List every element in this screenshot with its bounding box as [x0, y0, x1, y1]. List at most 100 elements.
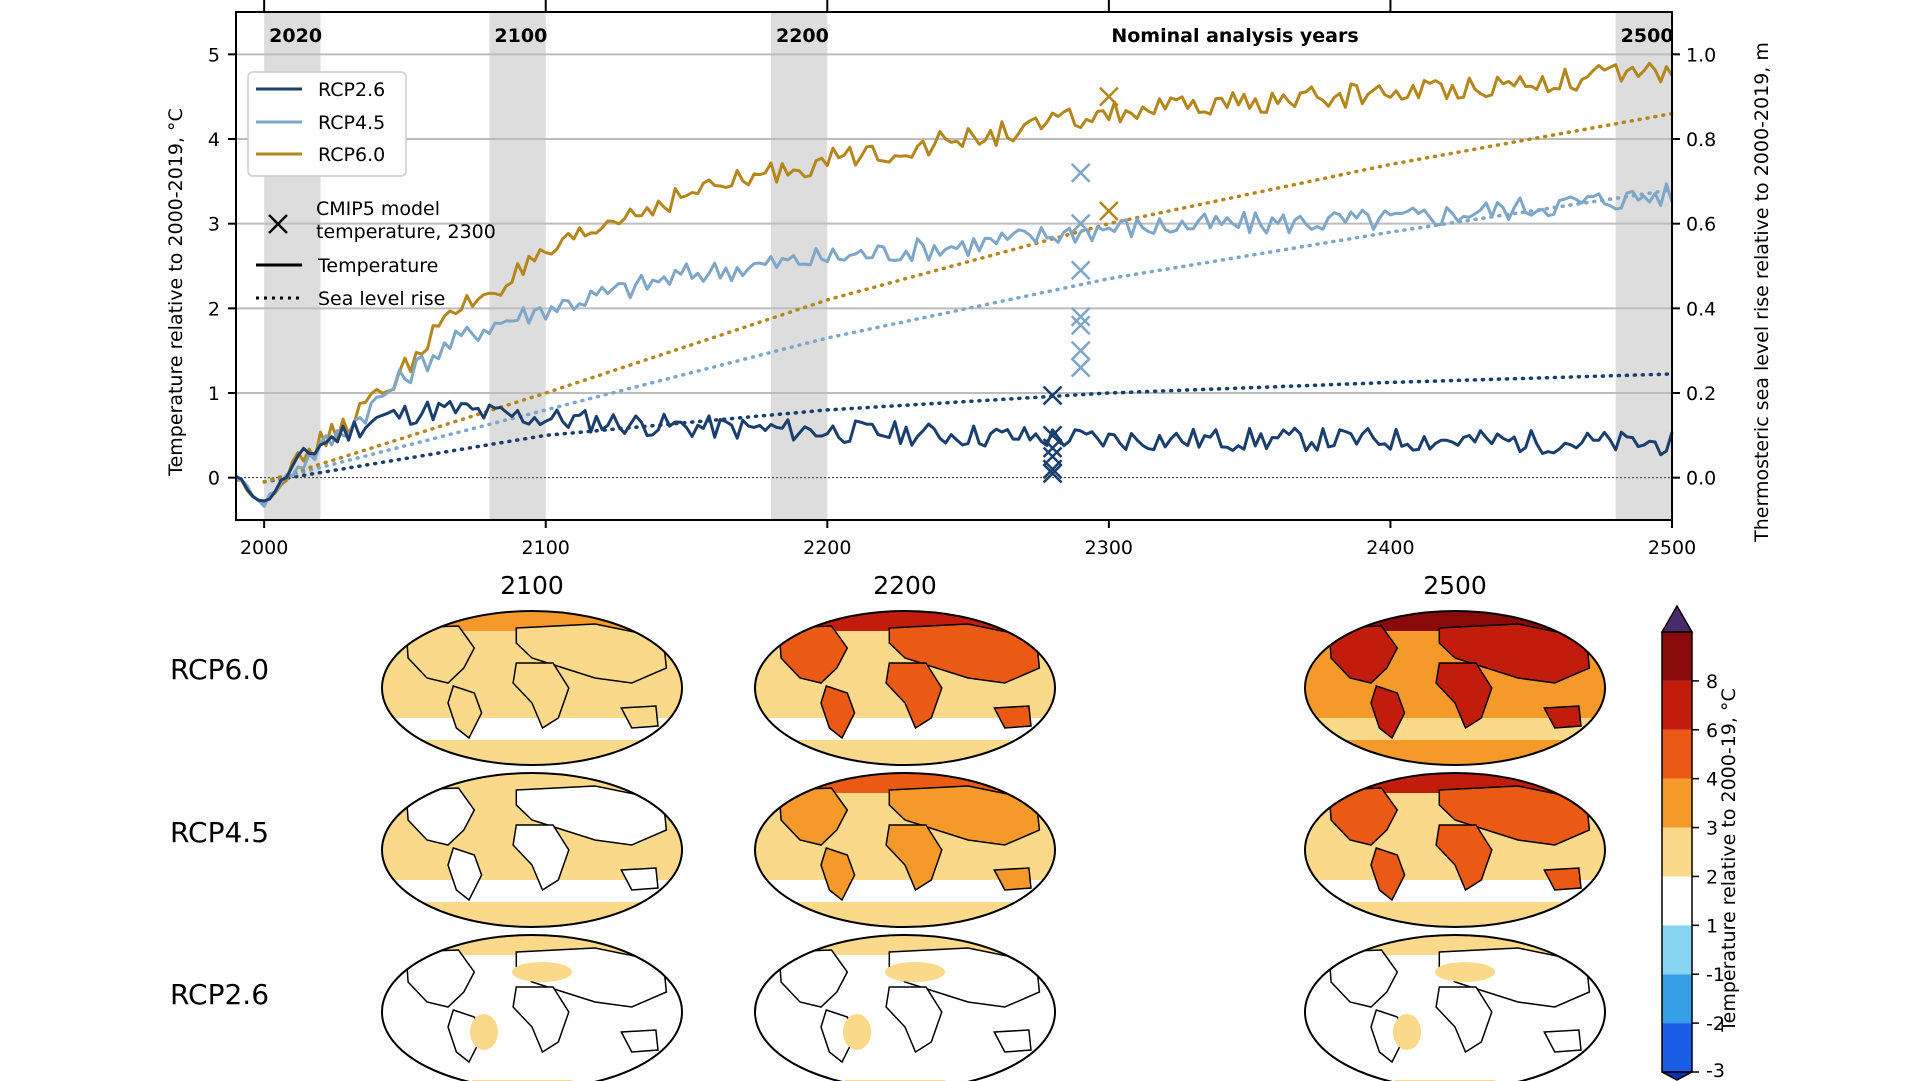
map-column-title-2500: 2500: [1423, 571, 1487, 600]
x-tick-label-2500: 2500: [1648, 537, 1696, 559]
map-column-title-2200: 2200: [873, 571, 937, 600]
colorbar-tick-label-4: 4: [1706, 769, 1718, 791]
map-outline: [1304, 934, 1606, 1081]
legend-cmip5-wrapper: CMIP5 model temperature, 2300: [316, 198, 496, 243]
cmip5-marker-rcp26-2: [1042, 438, 1063, 458]
shaded-period-2200: [770, 12, 828, 520]
legend-label-sea-level: Sea level rise: [318, 288, 445, 310]
y-left-tick-label-3: 3: [208, 214, 220, 236]
colorbar-frame: [1661, 631, 1693, 1073]
top-axis-ticks: [263, 0, 1392, 12]
map-rcp60-2500: [1305, 611, 1605, 765]
map-rcp60-2100: [382, 611, 682, 765]
legend: RCP2.6 RCP4.5 RCP6.0 CMIP5 model tempera…: [247, 71, 496, 310]
temperature-series: [235, 61, 1674, 508]
legend-label-rcp45: RCP4.5: [318, 112, 385, 134]
colorbar-segment-0: [1662, 1023, 1692, 1072]
period-label-2500: 2500: [1621, 25, 1674, 47]
colorbar-segment-7: [1662, 680, 1692, 730]
left-axis-ticks: 0 1 2 3 4 5: [208, 44, 236, 490]
map-rcp26-2200: [755, 935, 1055, 1081]
legend-label-rcp60: RCP6.0: [318, 144, 385, 166]
temperature-sea-level-chart: 2000 2100 2200 2300 2400 2500 0 1 2 3 4 5 0.0 0.2 0.…: [165, 0, 1773, 559]
colorbar-tick-label--2: -2: [1706, 1013, 1725, 1035]
y-left-tick-label-0: 0: [208, 468, 220, 490]
colorbar-segment-5: [1662, 778, 1692, 828]
temperature-line-rcp45: [235, 182, 1674, 508]
colorbar-segment-8: [1662, 632, 1692, 681]
period-label-2100: 2100: [494, 25, 547, 47]
x-tick-label-2000: 2000: [240, 537, 288, 559]
cmip5-marker-rcp26-4: [1042, 459, 1063, 480]
annotation-nominal-analysis-years: Nominal analysis years: [1111, 25, 1358, 47]
x-tick-label-2200: 2200: [803, 537, 851, 559]
legend-box: [247, 71, 407, 177]
cmip5-marker-rcp45-2: [1070, 260, 1091, 281]
y-left-tick-label-1: 1: [208, 383, 220, 405]
cmip5-marker-rcp45-5: [1070, 340, 1091, 361]
map-outline: [754, 610, 1056, 766]
colorbar-label: Temperature relative to 2000-19, °C: [1718, 688, 1740, 1032]
temperature-line-rcp26: [235, 400, 1674, 503]
right-axis-ticks: 0.0 0.2 0.4 0.6 0.8 1.0: [1672, 44, 1716, 490]
y-right-tick-label-0.2: 0.2: [1686, 383, 1716, 405]
y-left-tick-label-2: 2: [208, 298, 220, 320]
period-label-2200: 2200: [776, 25, 829, 47]
colorbar-tick-label-6: 6: [1706, 720, 1718, 742]
map-row-label-rcp60: RCP6.0: [170, 653, 269, 686]
x-tick-label-2300: 2300: [1085, 537, 1133, 559]
x-tick-label-2400: 2400: [1366, 537, 1414, 559]
colorbar-segment-2: [1662, 925, 1692, 975]
y-right-axis-label: Thermosteric sea level rise relative to …: [1751, 42, 1773, 543]
colorbar-segment-4: [1662, 827, 1692, 877]
map-panels: [381, 610, 1606, 1081]
cmip5-marker-rcp26-0: [1042, 385, 1063, 406]
legend-label-temperature: Temperature: [317, 255, 438, 277]
plot-frame: [235, 11, 1673, 521]
period-label-2020: 2020: [269, 25, 322, 47]
legend-label-rcp26: RCP2.6: [318, 79, 385, 101]
sea-level-series: [262, 111, 1674, 484]
map-outline: [381, 934, 683, 1081]
y-right-tick-label-0.0: 0.0: [1686, 468, 1716, 490]
colorbar-segment-3: [1662, 876, 1692, 926]
map-column-title-2100: 2100: [500, 571, 564, 600]
y-right-tick-label-1.0: 1.0: [1686, 44, 1716, 66]
y-left-tick-label-5: 5: [208, 44, 220, 66]
legend-label-cmip5: CMIP5 model temperature, 2300: [316, 198, 496, 243]
cmip5-marker-rcp60-1: [1098, 201, 1119, 221]
cmip5-marker-rcp45-4: [1070, 315, 1091, 336]
temperature-line-rcp60: [235, 61, 1674, 506]
colorbar: -3 -2 -1 1 2 3 4 6 8: [1660, 604, 1725, 1081]
legend-x-marker: [268, 214, 288, 234]
map-outline: [754, 772, 1056, 928]
map-outline: [381, 772, 683, 928]
x-tick-label-2100: 2100: [522, 537, 570, 559]
colorbar-tick-label-1: 1: [1706, 915, 1718, 937]
map-rcp60-2200: [755, 611, 1055, 765]
cmip5-marker-rcp60-0: [1098, 86, 1119, 107]
cmip5-marker-rcp45-0: [1070, 162, 1091, 183]
colorbar-tick-label-2: 2: [1706, 866, 1718, 888]
map-row-label-rcp26: RCP2.6: [170, 978, 269, 1011]
x-axis-ticks: 2000 2100 2200 2300 2400 2500: [240, 520, 1696, 559]
map-outline: [754, 934, 1056, 1081]
y-right-tick-label-0.4: 0.4: [1686, 298, 1716, 320]
colorbar-extend-bottom: [1661, 1071, 1693, 1081]
map-rcp45-2100: [382, 773, 682, 927]
y-left-axis-label: Temperature relative to 2000-2019, °C: [165, 108, 187, 477]
map-row-label-rcp45: RCP4.5: [170, 816, 269, 849]
y-right-tick-label-0.6: 0.6: [1686, 214, 1716, 236]
y-left-tick-label-4: 4: [208, 129, 220, 151]
cmip5-markers: [1042, 86, 1119, 484]
map-outline: [381, 610, 683, 766]
colorbar-extend-top: [1660, 604, 1694, 633]
map-outline: [1304, 772, 1606, 928]
cmip5-marker-rcp45-3: [1070, 306, 1091, 327]
sea-level-line-rcp60: [262, 111, 1674, 484]
gridlines: [236, 53, 1672, 479]
colorbar-tick-label-3: 3: [1706, 818, 1718, 840]
map-rcp26-2500: [1305, 935, 1605, 1081]
colorbar-tick-label-8: 8: [1706, 671, 1718, 693]
